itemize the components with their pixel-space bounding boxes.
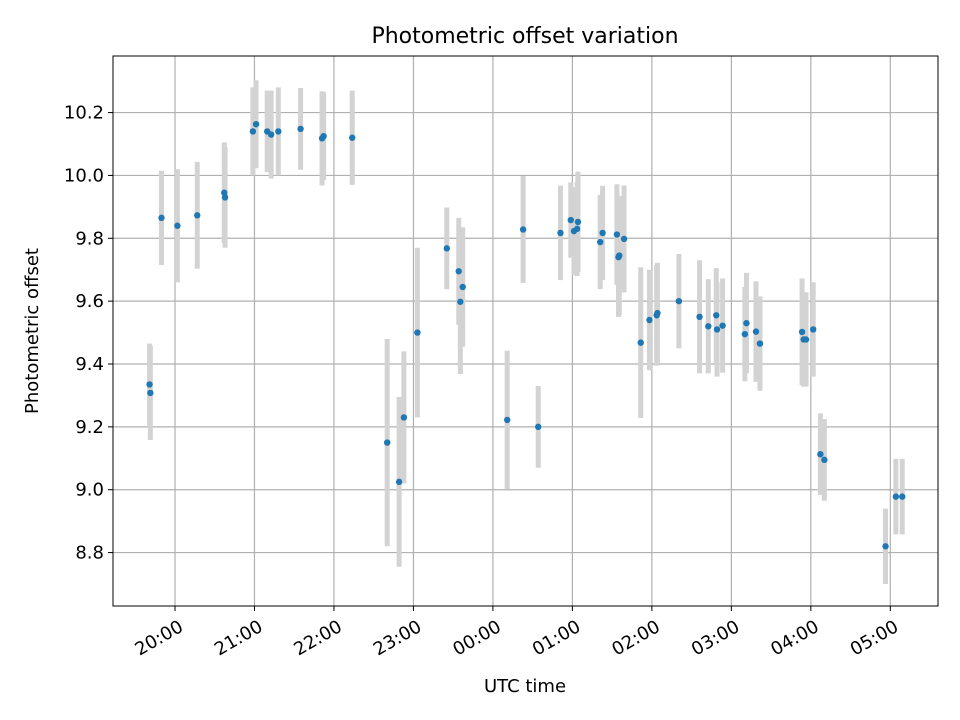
data-point [414,329,421,336]
data-point [798,328,806,336]
data-point [221,189,228,196]
data-point [349,134,356,141]
data-point [620,235,628,243]
data-point [147,389,154,397]
data-point [821,456,828,464]
data-point [646,316,653,324]
chart-title: Photometric offset variation [371,24,678,49]
data-point [599,229,606,237]
data-point [146,381,153,388]
data-point [802,336,810,343]
data-point [297,125,304,133]
data-point [637,339,644,346]
y-tick-label: 10.2 [64,103,104,124]
y-tick-label: 9.0 [75,480,104,501]
data-point [756,340,764,347]
data-point [557,229,564,237]
data-point [443,245,451,252]
y-tick-label: 9.6 [75,291,104,312]
data-point [455,268,462,275]
data-point [459,283,466,291]
y-axis-label: Photometric offset [22,248,43,414]
y-tick-label: 9.8 [75,228,104,249]
data-point [535,423,542,431]
data-point [221,194,229,201]
data-point [752,328,760,335]
data-point [320,132,327,140]
data-point [713,326,721,333]
y-tick-label: 9.2 [75,417,104,438]
y-tick-label: 8.8 [75,543,104,564]
data-point [194,212,201,219]
plot-frame [112,55,939,607]
data-point [252,121,260,128]
data-point [573,225,581,233]
data-point [597,238,604,246]
data-point [400,414,408,421]
data-point [384,439,391,446]
data-point [158,214,165,222]
y-tick-label: 10.0 [64,165,104,186]
data-point [613,231,621,238]
data-point [504,416,511,424]
data-point [817,451,824,458]
data-point [713,312,720,319]
data-point [654,309,661,317]
data-point [567,216,575,224]
data-point [249,128,257,135]
data-point [741,330,749,338]
data-point [810,326,817,333]
data-point [457,298,464,305]
data-point [616,252,623,259]
data-point [892,493,900,500]
x-axis-label: UTC time [484,676,566,697]
data-point [705,323,712,330]
data-point [275,128,282,135]
data-point [675,297,683,305]
data-point [519,226,527,233]
data-point [719,322,726,329]
y-tick-label: 9.4 [75,354,104,375]
data-point [899,493,906,500]
data-point [743,319,750,327]
data-point [574,218,582,226]
data-point [174,222,181,229]
y-axis-ticks: 8.8 9.0 9.2 9.4 9.6 9.8 10.0 10.2 [64,103,113,564]
data-point [395,478,403,486]
data-point [696,313,703,321]
data-point [267,131,275,138]
data-points [146,121,906,550]
data-point [882,543,889,550]
